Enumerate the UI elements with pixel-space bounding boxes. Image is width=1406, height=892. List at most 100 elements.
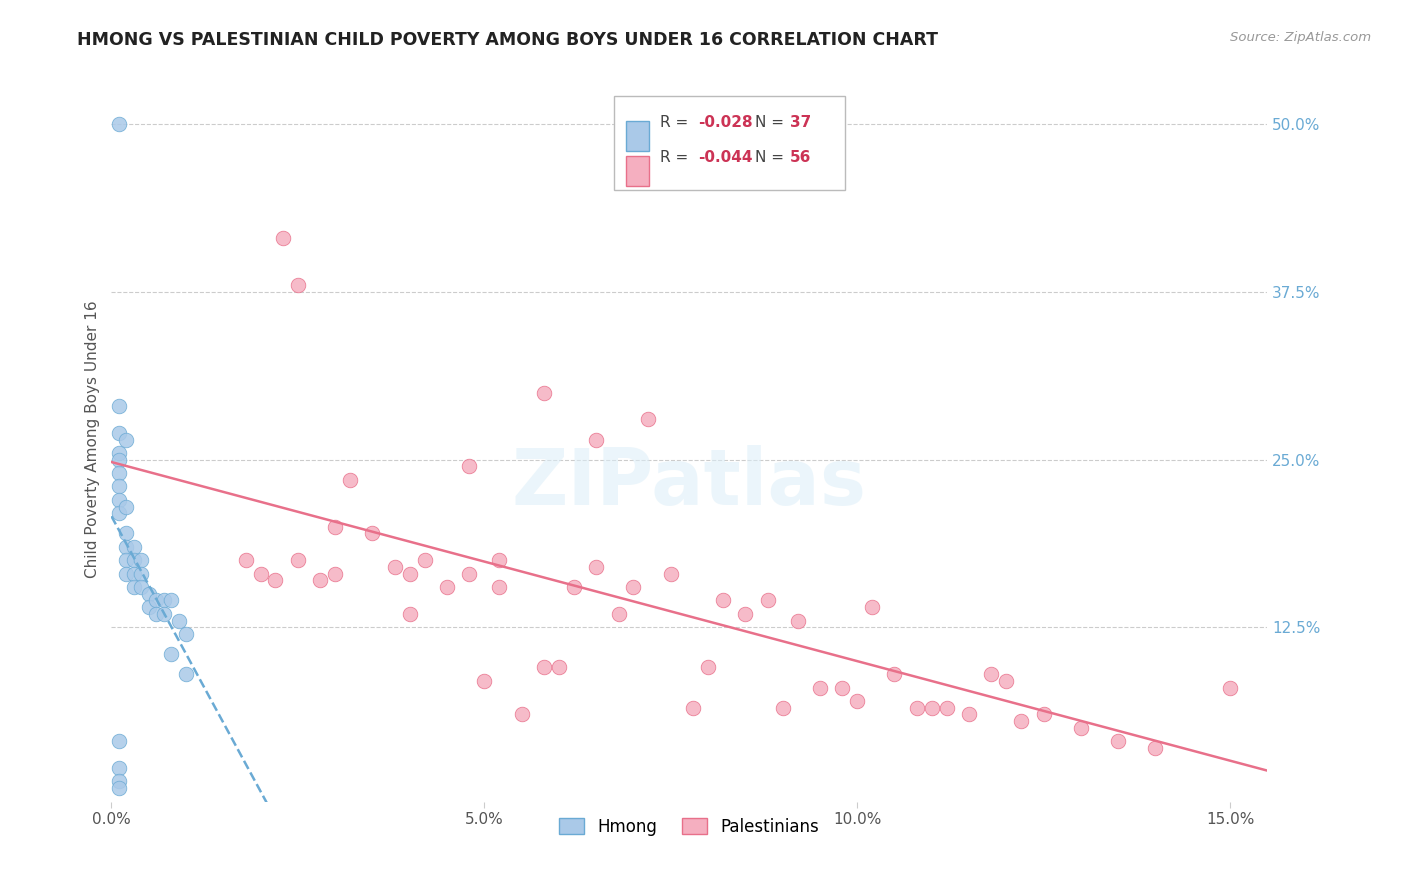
Point — [271, 231, 294, 245]
Point — [562, 580, 585, 594]
Point — [108, 479, 131, 493]
Point — [384, 560, 406, 574]
Point — [339, 473, 361, 487]
Point — [398, 607, 420, 621]
Point — [115, 540, 138, 554]
Point — [547, 660, 569, 674]
Point — [697, 660, 720, 674]
Text: 56: 56 — [790, 150, 811, 165]
FancyBboxPatch shape — [626, 121, 650, 152]
Legend: Hmong, Palestinians: Hmong, Palestinians — [551, 809, 828, 844]
Point — [287, 278, 309, 293]
Point — [808, 681, 831, 695]
Point — [398, 566, 420, 581]
Point — [160, 647, 183, 661]
Point — [152, 607, 174, 621]
Text: ZIPatlas: ZIPatlas — [512, 445, 868, 521]
Point — [108, 446, 131, 460]
Point — [115, 553, 138, 567]
Point — [122, 580, 145, 594]
Point — [108, 492, 131, 507]
Text: Source: ZipAtlas.com: Source: ZipAtlas.com — [1230, 31, 1371, 45]
Point — [108, 761, 131, 775]
Point — [287, 553, 309, 567]
Point — [249, 566, 271, 581]
Point — [682, 700, 704, 714]
Point — [1010, 714, 1032, 728]
Point — [122, 553, 145, 567]
Point — [957, 707, 980, 722]
Point — [108, 466, 131, 480]
Point — [860, 600, 883, 615]
Point — [115, 566, 138, 581]
Text: -0.044: -0.044 — [699, 150, 754, 165]
Point — [772, 700, 794, 714]
Point — [637, 412, 659, 426]
Point — [786, 614, 808, 628]
Point — [1219, 681, 1241, 695]
Point — [264, 574, 287, 588]
Point — [1032, 707, 1054, 722]
Point — [436, 580, 458, 594]
Point — [488, 580, 510, 594]
Text: N =: N = — [755, 150, 789, 165]
Point — [108, 734, 131, 748]
Point — [122, 566, 145, 581]
Point — [152, 593, 174, 607]
Text: -0.028: -0.028 — [699, 115, 754, 130]
Point — [935, 700, 957, 714]
Point — [323, 566, 346, 581]
Point — [323, 519, 346, 533]
Point — [1070, 721, 1092, 735]
Point — [174, 627, 197, 641]
Point — [138, 587, 160, 601]
Point — [115, 500, 138, 514]
FancyBboxPatch shape — [614, 95, 845, 190]
Text: R =: R = — [661, 115, 693, 130]
Point — [846, 694, 869, 708]
Point — [108, 452, 131, 467]
Point — [108, 774, 131, 789]
Point — [174, 667, 197, 681]
Point — [160, 593, 183, 607]
Point — [108, 399, 131, 413]
Point — [115, 526, 138, 541]
Point — [122, 540, 145, 554]
Point — [533, 385, 555, 400]
Point — [472, 673, 495, 688]
Point — [108, 425, 131, 440]
Point — [167, 614, 190, 628]
Point — [145, 593, 167, 607]
Point — [108, 781, 131, 796]
Point — [533, 660, 555, 674]
Point — [488, 553, 510, 567]
Point — [108, 117, 131, 131]
Point — [585, 560, 607, 574]
Point — [138, 600, 160, 615]
Point — [309, 574, 332, 588]
Point — [921, 700, 943, 714]
Point — [734, 607, 756, 621]
Point — [115, 433, 138, 447]
Point — [659, 566, 682, 581]
Point — [129, 580, 152, 594]
Point — [995, 673, 1018, 688]
FancyBboxPatch shape — [626, 155, 650, 186]
Text: HMONG VS PALESTINIAN CHILD POVERTY AMONG BOYS UNDER 16 CORRELATION CHART: HMONG VS PALESTINIAN CHILD POVERTY AMONG… — [77, 31, 938, 49]
Point — [905, 700, 928, 714]
Point — [883, 667, 905, 681]
Point — [980, 667, 1002, 681]
Point — [235, 553, 257, 567]
Point — [145, 607, 167, 621]
Point — [129, 566, 152, 581]
Point — [1107, 734, 1129, 748]
Point — [623, 580, 645, 594]
Point — [831, 681, 853, 695]
Point — [361, 526, 384, 541]
Text: R =: R = — [661, 150, 693, 165]
Point — [108, 506, 131, 520]
Text: 37: 37 — [790, 115, 811, 130]
Point — [607, 607, 630, 621]
Point — [585, 433, 607, 447]
Point — [756, 593, 779, 607]
